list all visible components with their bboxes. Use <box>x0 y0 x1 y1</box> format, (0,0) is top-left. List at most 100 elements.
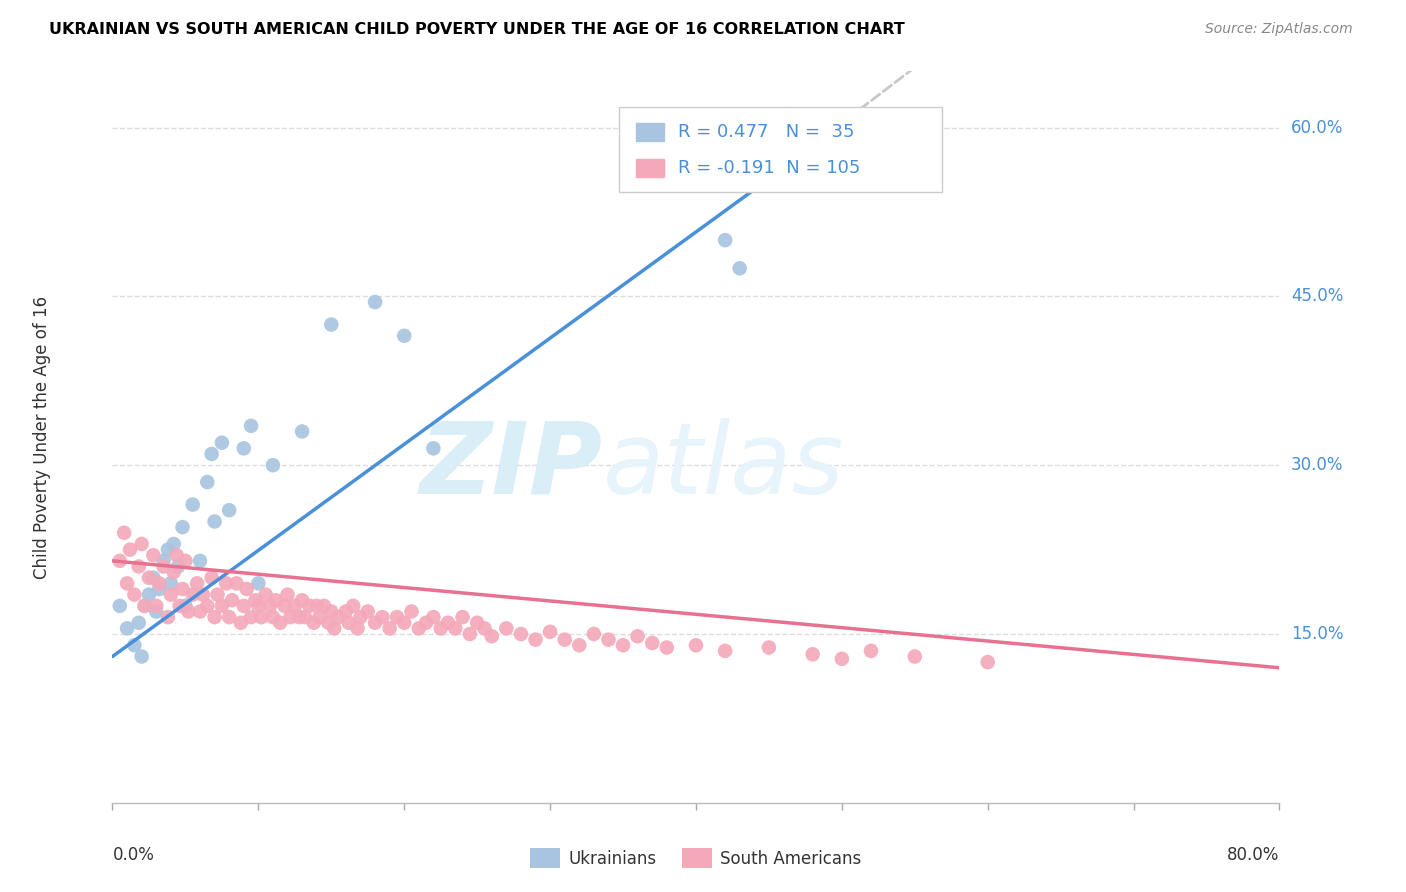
Point <box>118 542 141 557</box>
Point <box>437 615 460 630</box>
Point <box>495 621 517 635</box>
Point <box>291 425 314 439</box>
Point <box>612 638 634 652</box>
Point <box>714 233 737 247</box>
Point <box>229 615 252 630</box>
Point <box>641 636 664 650</box>
Point <box>254 588 277 602</box>
Point <box>465 615 488 630</box>
Text: 45.0%: 45.0% <box>1291 287 1344 305</box>
Point <box>247 599 270 613</box>
Point <box>177 605 200 619</box>
Point <box>156 542 179 557</box>
Point <box>201 447 224 461</box>
Point <box>509 627 531 641</box>
Point <box>568 638 591 652</box>
Point <box>195 475 218 489</box>
Point <box>294 610 316 624</box>
Point <box>276 588 298 602</box>
Point <box>264 593 287 607</box>
Point <box>138 571 160 585</box>
Point <box>298 599 321 613</box>
Point <box>240 418 263 433</box>
Point <box>235 582 257 596</box>
Point <box>444 621 467 635</box>
Point <box>364 295 387 310</box>
Text: 60.0%: 60.0% <box>1291 119 1344 136</box>
Point <box>250 610 273 624</box>
Text: 80.0%: 80.0% <box>1227 846 1279 863</box>
Point <box>142 571 165 585</box>
Point <box>142 548 165 562</box>
Point <box>385 610 408 624</box>
Point <box>174 554 197 568</box>
Point <box>215 576 238 591</box>
Point <box>262 458 284 473</box>
Point <box>211 599 233 613</box>
Point <box>342 599 364 613</box>
Point <box>181 588 204 602</box>
Point <box>262 610 284 624</box>
Point <box>145 599 167 613</box>
Point <box>148 576 170 591</box>
Point <box>186 576 208 591</box>
Point <box>160 576 183 591</box>
Point <box>218 610 240 624</box>
Point <box>115 621 138 635</box>
Point <box>860 644 883 658</box>
Point <box>145 605 167 619</box>
Point <box>273 599 295 613</box>
Point <box>598 632 620 647</box>
Point <box>321 605 343 619</box>
Point <box>408 621 430 635</box>
Point <box>195 599 218 613</box>
Point <box>291 593 314 607</box>
Text: 30.0%: 30.0% <box>1291 456 1344 475</box>
Point <box>308 610 330 624</box>
Text: Source: ZipAtlas.com: Source: ZipAtlas.com <box>1205 22 1353 37</box>
Point <box>269 615 291 630</box>
Point <box>156 610 179 624</box>
Point <box>124 588 146 602</box>
Text: ZIP: ZIP <box>419 417 603 515</box>
Point <box>128 615 150 630</box>
Point <box>188 554 211 568</box>
Point <box>364 615 387 630</box>
Point <box>415 615 437 630</box>
Point <box>167 559 190 574</box>
Point <box>302 615 325 630</box>
Point <box>312 599 335 613</box>
Point <box>714 644 737 658</box>
Text: 0.0%: 0.0% <box>112 846 155 863</box>
Point <box>538 624 561 639</box>
Point <box>131 649 153 664</box>
Point <box>323 621 346 635</box>
Point <box>225 576 247 591</box>
Point <box>429 621 451 635</box>
Point <box>349 610 371 624</box>
Point <box>801 647 824 661</box>
Point <box>163 565 186 579</box>
Point <box>394 328 416 343</box>
Point <box>401 605 423 619</box>
Point <box>481 629 503 643</box>
Point <box>422 442 444 456</box>
Point <box>131 537 153 551</box>
Point <box>138 588 160 602</box>
Point <box>166 548 188 562</box>
Point <box>108 599 131 613</box>
Point <box>831 652 853 666</box>
Text: atlas: atlas <box>603 417 844 515</box>
Point <box>240 610 263 624</box>
Point <box>728 261 751 276</box>
Point <box>232 442 254 456</box>
Point <box>335 605 357 619</box>
Point <box>191 588 214 602</box>
Point <box>474 621 496 635</box>
Point <box>245 593 267 607</box>
Point <box>124 638 146 652</box>
Point <box>346 621 368 635</box>
Point <box>247 576 270 591</box>
Point <box>318 615 340 630</box>
Point <box>685 638 707 652</box>
